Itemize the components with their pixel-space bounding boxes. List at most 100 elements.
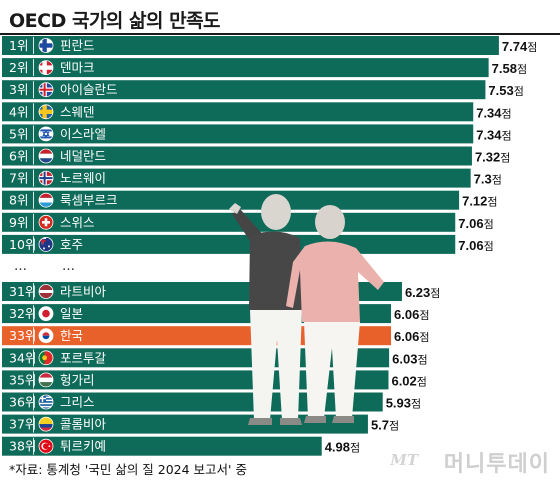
ellipsis-marker: … [62,259,75,274]
bar-label-iceland: 3위 아이슬란드 7.53점 [9,81,524,99]
rank-divider [33,393,34,411]
rank-label: 9위 [9,215,28,230]
man-trousers [250,310,302,420]
rank-label: 31위 [9,284,36,299]
rank-divider [33,305,34,323]
rank-divider [33,327,34,345]
bar-label-sweden: 4위 스웨덴 7.34점 [9,103,512,121]
bar-finland [2,36,499,55]
rank-divider [33,283,34,300]
bar-label-japan: 32위 일본 6.06점 [9,305,429,323]
bar-label-hungary: 35위 헝가리 6.02점 [9,371,427,389]
bar-colombia [2,414,368,434]
rank-label: 38위 [9,439,36,454]
rank-divider [33,437,34,455]
woman-trousers [304,322,360,418]
man-shoes [248,418,302,425]
rank-divider [33,59,34,77]
bar-label-israel: 5위 이스라엘 7.34점 [9,125,512,143]
rank-label: 36위 [9,395,36,410]
bar-label-netherlands: 6위 네덜란드 7.32점 [9,147,510,165]
denmark-flag-icon [39,60,53,75]
country-label: 일본 [60,306,83,321]
portugal-flag-icon [39,350,53,365]
rank-label: 7위 [9,171,28,186]
bar-label-colombia: 37위 콜롬비아 5.7점 [9,415,399,433]
rank-divider [33,103,34,121]
country-label: 핀란드 [60,38,95,53]
country-label: 라트비아 [60,284,107,299]
iceland-flag-icon [39,82,53,97]
switzerland-flag-icon [39,215,53,230]
israel-flag-icon [39,126,53,141]
bar-luxembourg [2,190,460,210]
korea-flag-icon [39,328,53,343]
value-label: 7.3점 [474,172,502,187]
rank-divider [33,213,34,231]
logo-mark: MT [390,451,418,469]
source-note: *자료: 통계청 '국민 삶의 질 2024 보고서' 중 [9,462,247,477]
bar-label-greece: 36위 그리스 5.93점 [9,393,421,411]
greece-flag-icon [39,395,53,409]
bar-label-korea: 33위 한국 6.06점 [9,327,429,345]
value-label: 6.06점 [394,307,429,322]
rank-label: 35위 [9,372,36,387]
bar-label-denmark: 2위 덴마크 7.58점 [9,59,527,77]
country-label: 스웨덴 [60,104,95,119]
bar-label-norway: 7위 노르웨이 7.3점 [9,169,502,187]
country-label: 콜롬비아 [60,417,107,432]
country-label: 룩셈부르크 [60,193,118,208]
country-label: 포르투갈 [60,350,107,365]
country-label: 네덜란드 [60,149,106,164]
value-label: 6.23점 [405,285,440,300]
bar-label-portugal: 34위 포르투갈 6.03점 [9,349,428,367]
bar-label-latvia: 31위 라트비아 6.23점 [9,283,440,300]
woman-torso [286,241,384,322]
rank-divider [33,37,34,54]
bar-sweden [2,102,474,122]
bar-netherlands [2,146,472,166]
value-label: 7.74점 [502,39,537,54]
bar-israel [2,124,474,144]
chart-title: OECD 국가의 삶의 만족도 [9,10,221,32]
rank-label: 2위 [9,60,28,75]
bar-label-switzerland: 9위 스위스 7.06점 [9,213,494,231]
colombia-flag-icon [39,417,53,432]
finland-flag-icon [39,38,53,53]
rank-label: 32위 [9,306,36,321]
value-label: 6.03점 [392,351,427,366]
elderly-couple-illustration [229,194,384,425]
bar-label-finland: 1위 핀란드 7.74점 [9,37,537,54]
rank-divider [33,169,34,187]
country-label: 그리스 [60,395,95,410]
rank-label: 6위 [9,149,28,164]
country-label: 노르웨이 [60,171,106,186]
labels-layer: 1위 핀란드 7.74점 2위 덴마크 7.58점 3위 아이슬란드 7.53점 4위 스웨덴 7.3… [9,37,537,455]
bar-label-australia: 10위 호주 7.06점 [9,235,494,253]
value-label: 7.53점 [488,83,523,98]
rank-divider [33,81,34,99]
ellipsis-marker: … [14,259,27,274]
turkey-flag-icon [39,439,53,454]
rank-divider [33,191,34,209]
rank-label: 10위 [9,237,36,252]
value-label: 6.06점 [394,329,429,344]
bar-iceland [2,80,486,100]
country-label: 헝가리 [60,372,95,387]
bar-denmark [2,58,489,78]
rank-divider [33,147,34,165]
country-label: 스위스 [60,215,95,230]
rank-label: 4위 [9,104,28,119]
netherlands-flag-icon [39,149,53,163]
luxembourg-flag-icon [39,193,53,208]
value-label: 5.7점 [371,418,399,433]
country-label: 이스라엘 [60,126,106,141]
rank-label: 5위 [9,126,28,141]
country-label: 튀르키예 [60,439,106,454]
rank-divider [33,371,34,389]
rank-label: 1위 [9,38,28,53]
rank-divider [33,415,34,433]
bar-turkey [2,436,322,456]
australia-flag-icon [39,237,53,252]
